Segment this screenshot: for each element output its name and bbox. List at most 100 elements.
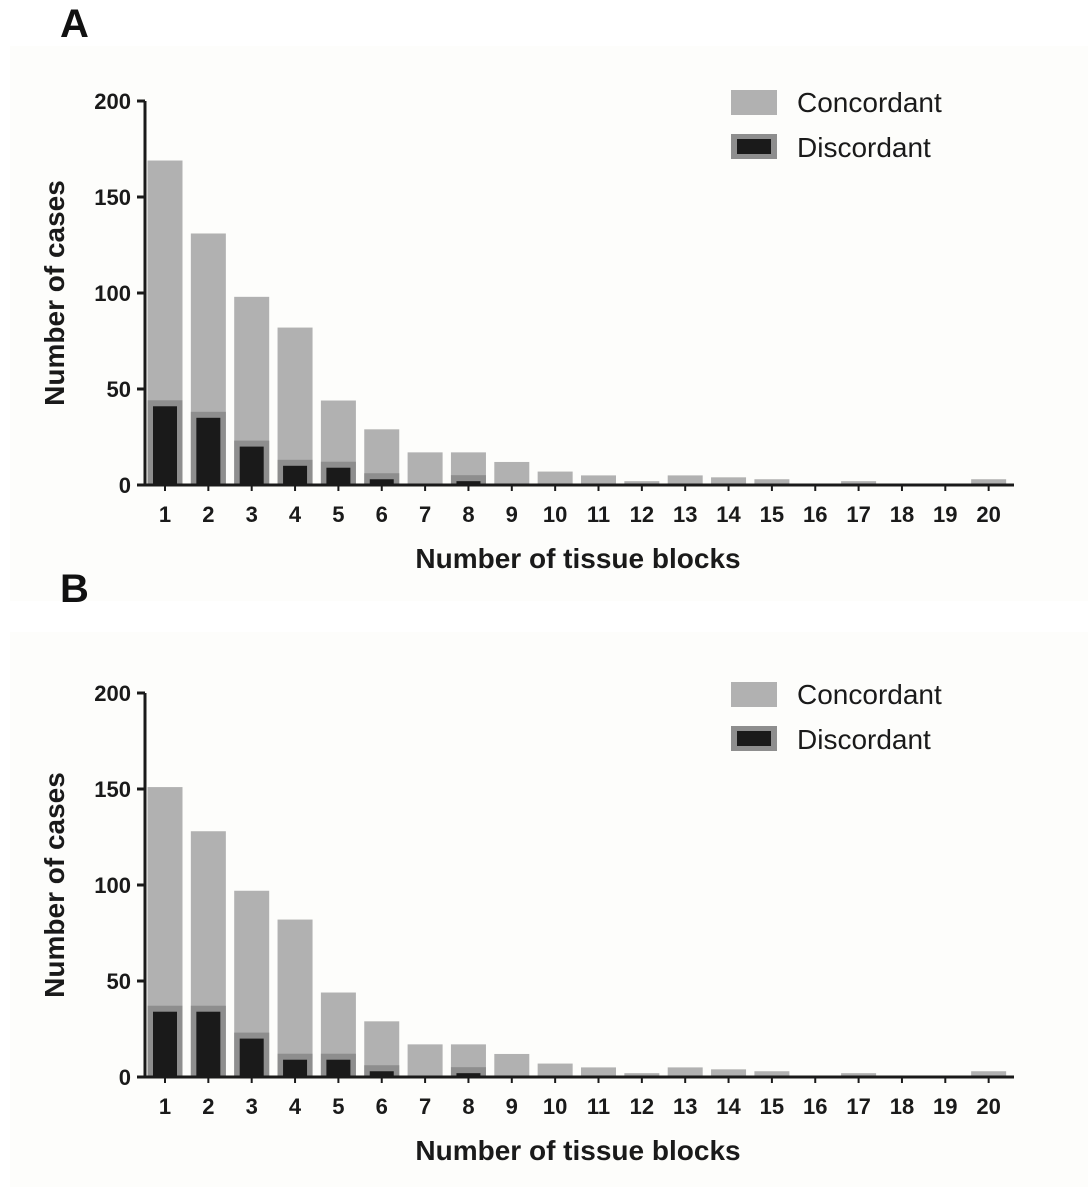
y-tick-label-100: 100: [94, 873, 131, 898]
x-tick-label-12: 12: [630, 1094, 654, 1119]
x-tick-label-10: 10: [543, 1094, 567, 1119]
y-axis-title: Number of cases: [39, 180, 70, 406]
bar-discordant-4: [283, 465, 308, 485]
bar-discordant-2: [196, 417, 221, 485]
bar-concordant-4: [277, 327, 313, 485]
x-tick-label-2: 2: [202, 502, 214, 527]
bar-concordant-7: [407, 452, 443, 485]
x-tick-label-20: 20: [976, 1094, 1000, 1119]
x-tick-label-5: 5: [332, 502, 344, 527]
legend-swatch-concordant: [731, 682, 777, 707]
x-tick-label-18: 18: [890, 502, 914, 527]
x-tick-label-8: 8: [462, 1094, 474, 1119]
x-tick-label-11: 11: [587, 502, 610, 527]
x-tick-label-13: 13: [673, 1094, 697, 1119]
bar-discordant-6: [369, 1071, 394, 1077]
x-tick-label-7: 7: [419, 1094, 431, 1119]
x-tick-label-9: 9: [506, 1094, 518, 1119]
x-tick-label-2: 2: [202, 1094, 214, 1119]
x-tick-label-16: 16: [803, 1094, 827, 1119]
x-tick-label-4: 4: [289, 502, 302, 527]
bar-concordant-17: [841, 1073, 877, 1077]
x-tick-label-14: 14: [716, 1094, 741, 1119]
bar-concordant-9: [494, 1053, 530, 1077]
legend-swatch-discordant: [737, 731, 771, 746]
legend-swatch-concordant: [731, 90, 777, 115]
x-axis-title: Number of tissue blocks: [415, 543, 740, 574]
panel-label-b: B: [60, 567, 89, 611]
x-tick-label-15: 15: [760, 1094, 784, 1119]
bar-discordant-2: [196, 1011, 221, 1077]
legend-label-concordant: Concordant: [797, 87, 942, 118]
x-tick-label-1: 1: [159, 1094, 171, 1119]
y-tick-label-100: 100: [94, 281, 131, 306]
bar-discordant-3: [239, 446, 264, 485]
bar-concordant-10: [537, 1063, 573, 1077]
legend-label-concordant: Concordant: [797, 679, 942, 710]
x-tick-label-9: 9: [506, 502, 518, 527]
panel-a-background: [10, 46, 1088, 601]
bar-discordant-outline-8: [450, 1067, 486, 1077]
bar-concordant-11: [581, 1067, 616, 1077]
bar-concordant-13: [667, 1067, 703, 1077]
x-tick-label-19: 19: [933, 1094, 957, 1119]
x-tick-label-7: 7: [419, 502, 431, 527]
bar-concordant-14: [711, 477, 747, 485]
bar-discordant-1: [153, 1011, 177, 1077]
x-tick-label-5: 5: [332, 1094, 344, 1119]
bar-concordant-14: [711, 1069, 747, 1077]
bar-discordant-outline-8: [450, 475, 486, 485]
x-tick-label-17: 17: [846, 502, 870, 527]
bar-discordant-5: [326, 467, 351, 485]
x-tick-label-10: 10: [543, 502, 567, 527]
bar-discordant-outline-6: [364, 473, 400, 485]
x-tick-label-15: 15: [760, 502, 784, 527]
y-tick-label-0: 0: [119, 473, 131, 498]
y-tick-label-150: 150: [94, 185, 131, 210]
bar-discordant-outline-6: [364, 1065, 400, 1077]
legend-swatch-discordant: [737, 139, 771, 154]
bar-concordant-17: [841, 481, 877, 485]
x-tick-label-3: 3: [246, 1094, 258, 1119]
x-tick-label-17: 17: [846, 1094, 870, 1119]
x-tick-label-6: 6: [376, 502, 388, 527]
bar-concordant-15: [754, 1071, 790, 1077]
x-tick-label-12: 12: [630, 502, 654, 527]
y-tick-label-200: 200: [94, 681, 131, 706]
x-tick-label-11: 11: [587, 1094, 610, 1119]
x-tick-label-18: 18: [890, 1094, 914, 1119]
x-tick-label-14: 14: [716, 502, 741, 527]
bar-discordant-1: [153, 406, 177, 485]
y-tick-label-50: 50: [107, 969, 131, 994]
x-tick-label-4: 4: [289, 1094, 302, 1119]
y-tick-label-0: 0: [119, 1065, 131, 1090]
y-tick-label-150: 150: [94, 777, 131, 802]
x-tick-label-1: 1: [159, 502, 171, 527]
y-tick-label-50: 50: [107, 377, 131, 402]
bar-discordant-8: [456, 1073, 481, 1077]
x-tick-label-6: 6: [376, 1094, 388, 1119]
bar-discordant-6: [369, 479, 394, 485]
bar-concordant-20: [971, 479, 1007, 485]
panel-label-a: A: [60, 2, 89, 46]
legend-label-discordant: Discordant: [797, 132, 931, 163]
x-tick-label-20: 20: [976, 502, 1000, 527]
bar-concordant-15: [754, 479, 790, 485]
y-axis-title: Number of cases: [39, 772, 70, 998]
legend-label-discordant: Discordant: [797, 724, 931, 755]
bar-concordant-11: [581, 475, 616, 485]
bar-concordant-12: [624, 1073, 660, 1077]
panel-b-background: [10, 632, 1088, 1187]
bar-concordant-13: [667, 475, 703, 485]
bar-discordant-3: [239, 1038, 264, 1077]
x-axis-title: Number of tissue blocks: [415, 1135, 740, 1166]
bar-concordant-10: [537, 471, 573, 485]
bar-concordant-20: [971, 1071, 1007, 1077]
bar-concordant-4: [277, 919, 313, 1077]
x-tick-label-3: 3: [246, 502, 258, 527]
bar-discordant-4: [283, 1059, 308, 1077]
bar-concordant-7: [407, 1044, 443, 1077]
y-tick-label-200: 200: [94, 89, 131, 114]
